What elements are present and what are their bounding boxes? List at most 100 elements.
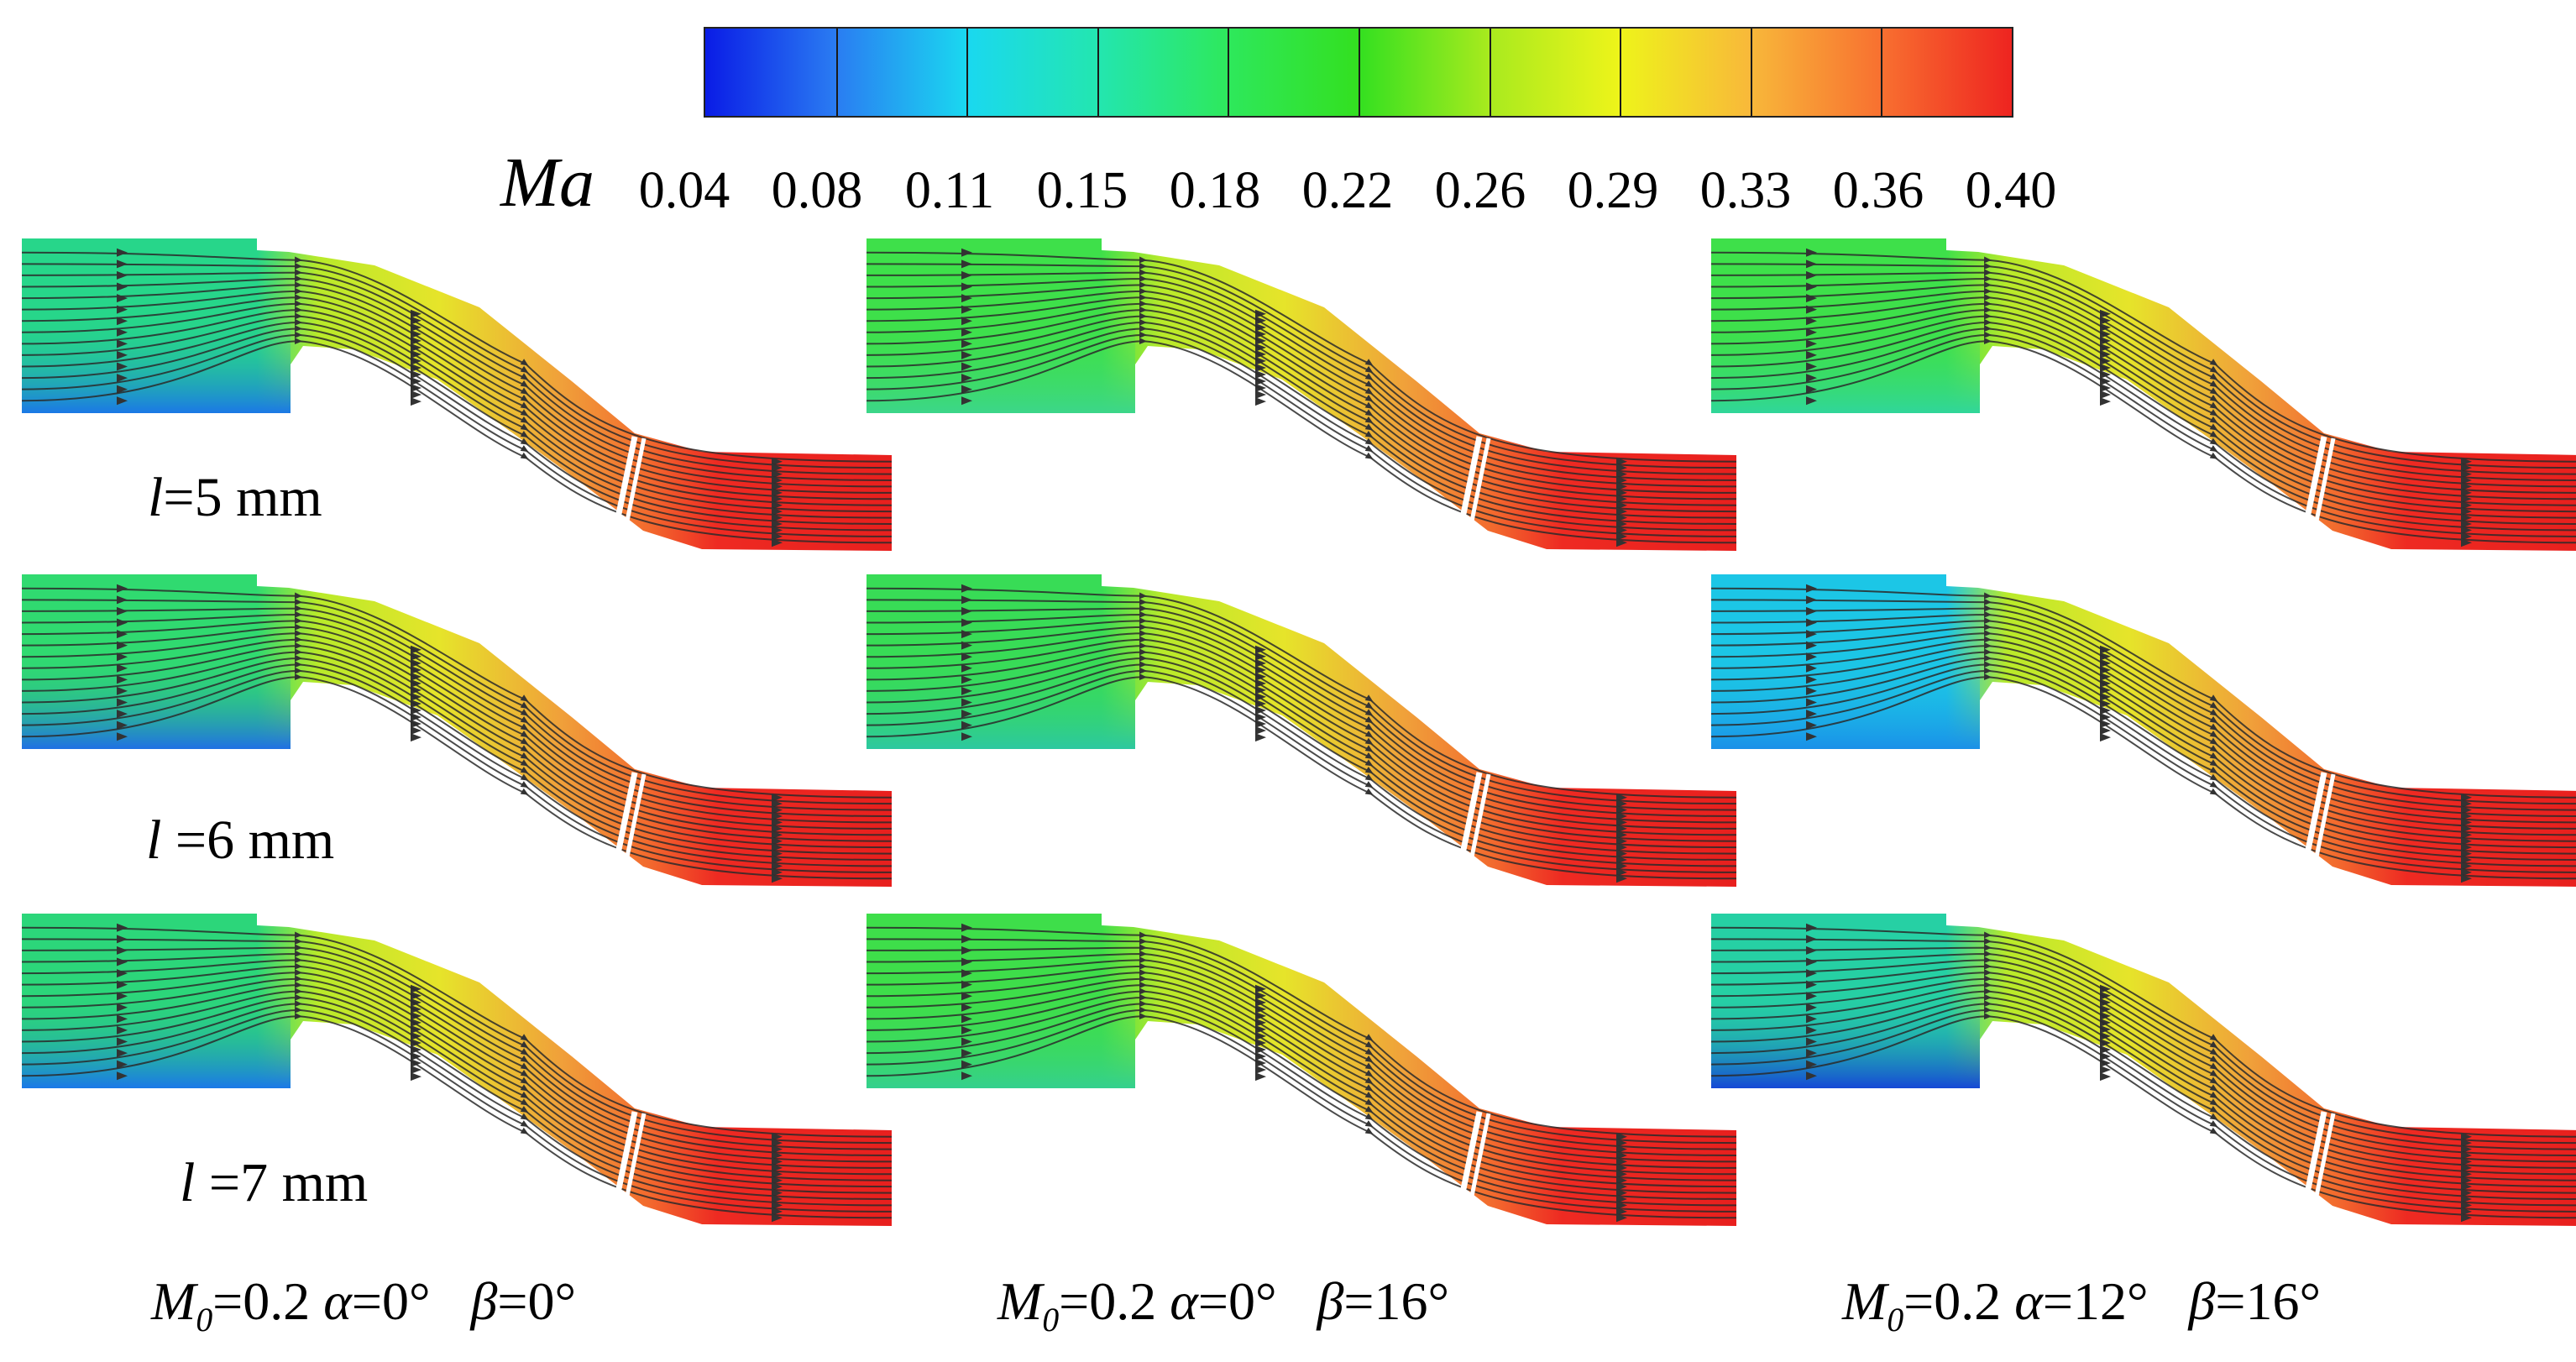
inlet-low-speed-region	[1711, 650, 1980, 749]
streamline-arrow	[772, 464, 783, 473]
streamline-arrow	[772, 1213, 783, 1223]
streamline-arrow	[961, 698, 972, 707]
streamline-arrow	[1616, 812, 1627, 820]
streamline-arrow	[961, 630, 972, 639]
streamline-arrow	[772, 862, 783, 871]
streamline-arrow	[1616, 1145, 1627, 1154]
row-label-l7: l =7 mm	[180, 1152, 369, 1213]
streamline-arrow	[2100, 1072, 2111, 1082]
streamline-arrow	[1806, 663, 1817, 673]
streamline-arrow	[1616, 507, 1627, 516]
streamline-arrow	[117, 720, 128, 730]
streamline-arrow	[1806, 935, 1817, 944]
streamline-arrow	[1616, 488, 1627, 497]
streamline-arrow	[117, 595, 128, 605]
streamline-arrow	[2100, 733, 2111, 742]
streamline-arrow	[117, 980, 128, 989]
streamline-arrow	[1806, 327, 1817, 337]
streamline-arrow	[1806, 1025, 1817, 1035]
colorbar-divider	[1097, 29, 1099, 116]
streamline-arrow	[117, 282, 128, 291]
colorbar-quantity-label: Ma	[500, 144, 594, 222]
streamline-arrow	[117, 732, 128, 741]
streamline-arrow	[117, 652, 128, 662]
duct-interface-line	[1456, 772, 1483, 871]
streamline-arrow	[1806, 923, 1817, 932]
colorbar-divider	[966, 29, 969, 116]
streamline-arrow	[961, 294, 972, 303]
colorbar-tick-label: 0.33	[1699, 162, 1792, 219]
streamline-arrow	[772, 824, 783, 833]
streamline-arrow	[1806, 618, 1817, 627]
streamline-arrow	[117, 584, 128, 593]
streamline-arrow	[2461, 495, 2472, 504]
streamline-arrow	[1806, 641, 1817, 650]
colorbar-tick-label: 0.04	[638, 162, 730, 219]
streamline-arrow	[117, 618, 128, 627]
streamline-arrow	[411, 1072, 421, 1082]
streamline-arrow	[117, 305, 128, 314]
colorbar-tick-label: 0.22	[1301, 162, 1394, 219]
streamline-arrow	[1806, 652, 1817, 662]
streamline-arrow	[2461, 507, 2472, 516]
column-label-2: M0=0.2 α=0° β=16°	[997, 1271, 1450, 1338]
streamline-arrow	[772, 1188, 783, 1197]
duct-interface-line	[1456, 436, 1483, 535]
streamline-arrow	[772, 538, 783, 547]
streamline-arrow	[1616, 1170, 1627, 1179]
inlet-low-speed-region	[22, 314, 291, 413]
streamline-arrow	[772, 843, 783, 852]
column-label-3: M0=0.2 α=12° β=16°	[1842, 1271, 2322, 1338]
streamline-arrow	[772, 488, 783, 497]
streamline-arrow	[772, 1176, 783, 1185]
streamline-arrow	[1616, 482, 1627, 491]
streamline-arrow	[1806, 305, 1817, 314]
streamline-arrow	[117, 935, 128, 944]
streamline-arrow	[1806, 1071, 1817, 1081]
streamline-arrow	[961, 935, 972, 944]
streamline-arrow	[2461, 457, 2472, 466]
flow-panel-r1-c3	[1711, 238, 2576, 633]
streamline-arrow	[1616, 538, 1627, 547]
streamline-arrow	[772, 520, 783, 528]
streamline-arrow	[1616, 476, 1627, 485]
streamline-arrow	[772, 856, 783, 864]
streamline-arrow	[772, 532, 783, 541]
streamline-arrow	[772, 1207, 783, 1216]
streamline-arrow	[1806, 698, 1817, 707]
streamline-arrow	[117, 698, 128, 707]
streamline-arrow	[2461, 1213, 2472, 1223]
streamline-arrow	[772, 867, 783, 877]
streamline-arrow	[772, 1157, 783, 1166]
streamline-arrow	[772, 1182, 783, 1192]
duct-interface-line	[611, 1111, 638, 1210]
streamline-arrow	[1806, 1037, 1817, 1046]
streamline-arrow	[961, 652, 972, 662]
streamline-arrow	[961, 946, 972, 955]
streamline-arrow	[117, 339, 128, 348]
streamline-arrow	[1616, 464, 1627, 473]
streamline-arrow	[961, 282, 972, 291]
streamline-arrow	[961, 259, 972, 269]
streamline	[22, 673, 892, 880]
streamline-arrow	[2461, 836, 2472, 846]
colorbar-divider	[835, 29, 838, 116]
flow-panel-r1-c1	[22, 238, 892, 633]
streamline-arrow	[772, 476, 783, 485]
duct-interface-line	[621, 1113, 647, 1213]
streamline	[867, 338, 1736, 544]
streamline-arrow	[117, 1049, 128, 1058]
streamline-arrow	[772, 818, 783, 827]
streamline-arrow	[1616, 1201, 1627, 1210]
streamline-arrow	[1806, 675, 1817, 684]
streamline-arrow	[772, 1132, 783, 1141]
duct-interface-line	[2301, 1111, 2327, 1210]
streamline-arrow	[1806, 396, 1817, 406]
streamline-arrow	[772, 793, 783, 802]
streamline-arrow	[1616, 500, 1627, 510]
duct-interface-line	[2301, 772, 2327, 871]
streamline-arrow	[2461, 488, 2472, 497]
streamline-arrow	[2461, 849, 2472, 858]
duct-interface-line	[2311, 773, 2336, 874]
streamline-arrow	[2461, 799, 2472, 809]
